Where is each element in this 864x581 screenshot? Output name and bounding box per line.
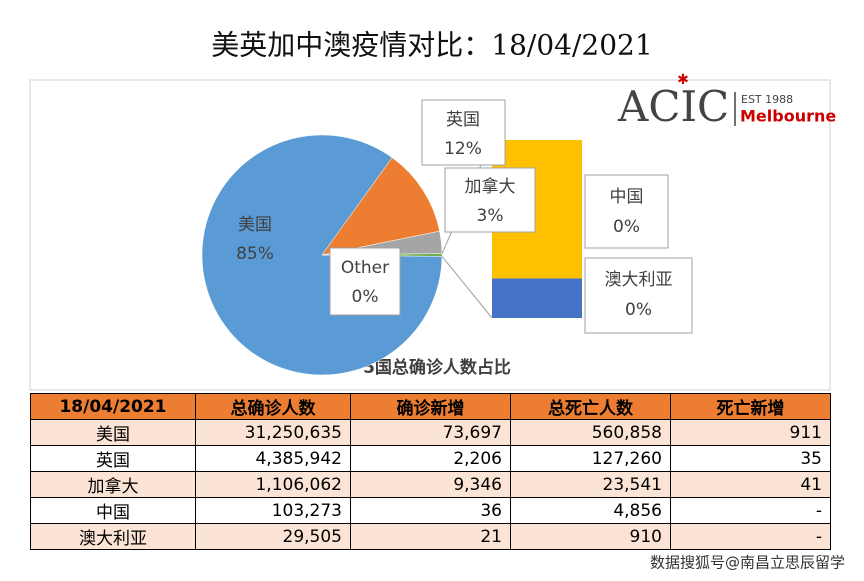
table-cell: 21 bbox=[350, 523, 511, 550]
table-cell: 36 bbox=[350, 497, 511, 524]
table-cell: 35 bbox=[670, 445, 831, 472]
data-label-value: 0% bbox=[625, 300, 652, 320]
table-row: 加拿大 1,106,062 9,346 23,541 41 bbox=[30, 471, 831, 498]
logo-star: ✱ bbox=[677, 72, 689, 88]
table-cell: 103,273 bbox=[195, 497, 351, 524]
label-box bbox=[584, 257, 693, 334]
watermark: 数据搜狐号@南昌立思辰留学 bbox=[650, 554, 845, 572]
data-label-value: 3% bbox=[477, 206, 504, 226]
header-cell: 死亡新增 bbox=[670, 393, 831, 420]
data-label-name: 加拿大 bbox=[465, 176, 516, 197]
connector bbox=[441, 256, 493, 319]
header-cell: 18/04/2021 bbox=[30, 393, 196, 420]
data-label-value: 0% bbox=[613, 217, 640, 237]
table-cell: 1,106,062 bbox=[195, 471, 351, 498]
label-box bbox=[584, 174, 669, 249]
header-cell: 总死亡人数 bbox=[510, 393, 671, 420]
pie-slice bbox=[321, 157, 440, 256]
data-label-name: 英国 bbox=[446, 110, 480, 130]
table-row: 中国 103,273 36 4,856- bbox=[30, 497, 831, 524]
table-cell: 29,505 bbox=[195, 523, 351, 550]
table-cell: 美国 bbox=[30, 419, 196, 446]
table-cell: 4,385,942 bbox=[195, 445, 351, 472]
page-title: 美英加中澳疫情对比：18/04/2021 bbox=[211, 29, 652, 62]
bar-segment bbox=[492, 278, 582, 318]
data-table: 18/04/2021 总确诊人数 确诊新增 总死亡人数 死亡新增 美国 31,250,635… bbox=[30, 393, 831, 550]
table-cell: 910 bbox=[510, 523, 671, 550]
header-cell: 确诊新增 bbox=[350, 393, 511, 420]
logo-name: ACIC bbox=[617, 82, 729, 131]
label-box bbox=[444, 167, 536, 233]
logo-est: EST 1988 bbox=[741, 93, 793, 106]
table-row: 美国 31,250,635 73,697 560,858 911 bbox=[30, 419, 831, 446]
table-cell: 41 bbox=[670, 471, 831, 498]
header-row: 18/04/2021 总确诊人数 确诊新增 总死亡人数 死亡新增 bbox=[30, 393, 831, 420]
table-cell: - bbox=[670, 523, 831, 550]
table-cell: - bbox=[670, 497, 831, 524]
table-cell: 2,206 bbox=[350, 445, 511, 472]
table-cell: 英国 bbox=[30, 445, 196, 472]
table-cell: 4,856 bbox=[510, 497, 671, 524]
label-box bbox=[329, 247, 401, 316]
table-cell: 9,346 bbox=[350, 471, 511, 498]
data-label-name: 中国 bbox=[610, 187, 644, 207]
data-label-value: 85% bbox=[236, 244, 274, 264]
table-cell: 560,858 bbox=[510, 419, 671, 446]
chart-title: 5国总确诊人数占比 bbox=[363, 357, 511, 378]
header-cell: 总确诊人数 bbox=[195, 393, 351, 420]
data-label-value: 12% bbox=[444, 139, 482, 159]
table-cell: 加拿大 bbox=[30, 471, 196, 498]
data-label-value: 0% bbox=[352, 287, 379, 307]
table-row: 英国 4,385,942 2,206 127,260 35 bbox=[30, 445, 831, 472]
table-cell: 73,697 bbox=[350, 419, 511, 446]
data-label-name: Other bbox=[341, 258, 389, 278]
table-cell: 中国 bbox=[30, 497, 196, 524]
table-cell: 31,250,635 bbox=[195, 419, 351, 446]
label-box bbox=[421, 99, 506, 166]
data-label-name: 澳大利亚 bbox=[605, 270, 673, 290]
table-cell: 澳大利亚 bbox=[30, 523, 196, 550]
logo-city: Melbourne bbox=[740, 107, 836, 126]
data-label-name: 美国 bbox=[238, 215, 272, 235]
table-cell: 23,541 bbox=[510, 471, 671, 498]
table-row: 澳大利亚 29,505 21 910- bbox=[30, 523, 831, 550]
table-cell: 127,260 bbox=[510, 445, 671, 472]
table-cell: 911 bbox=[670, 419, 831, 446]
